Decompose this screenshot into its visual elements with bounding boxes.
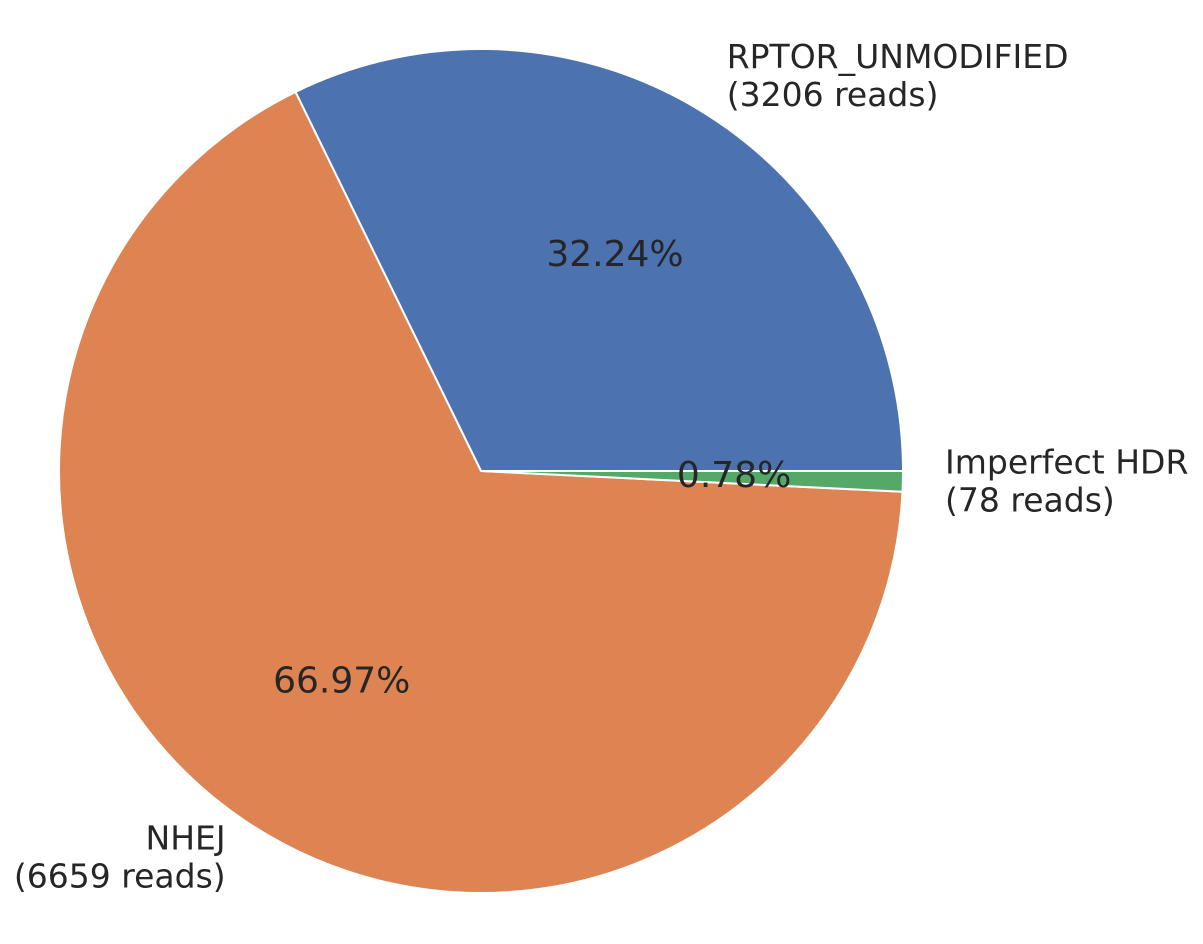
pie-category-name: RPTOR_UNMODIFIED	[727, 37, 1069, 76]
pie-slice-rptor-unmodified	[294, 48, 904, 472]
pie-category-reads: (6659 reads)	[14, 857, 226, 896]
pie-category-reads: (78 reads)	[945, 480, 1115, 519]
pie-slice-nhej	[58, 90, 904, 894]
pie-category-label: RPTOR_UNMODIFIED (3206 reads)	[727, 37, 1069, 114]
pie-labels: 32.24% RPTOR_UNMODIFIED (3206 reads) 66.97%…	[14, 37, 1188, 895]
pie-slice-imperfect-hdr	[480, 470, 904, 493]
pie-percent-label: 0.78%	[677, 455, 791, 496]
pie-category-name: NHEJ	[146, 819, 226, 858]
pie-category-reads: (3206 reads)	[727, 75, 939, 114]
pie-category-name: Imperfect HDR	[945, 442, 1188, 481]
pie-category-label: NHEJ (6659 reads)	[14, 819, 226, 896]
pie-percent-label: 66.97%	[273, 660, 410, 701]
pie-category-label: Imperfect HDR (78 reads)	[945, 442, 1188, 519]
pie-slices	[58, 48, 904, 894]
pie-percent-label: 32.24%	[546, 234, 683, 275]
